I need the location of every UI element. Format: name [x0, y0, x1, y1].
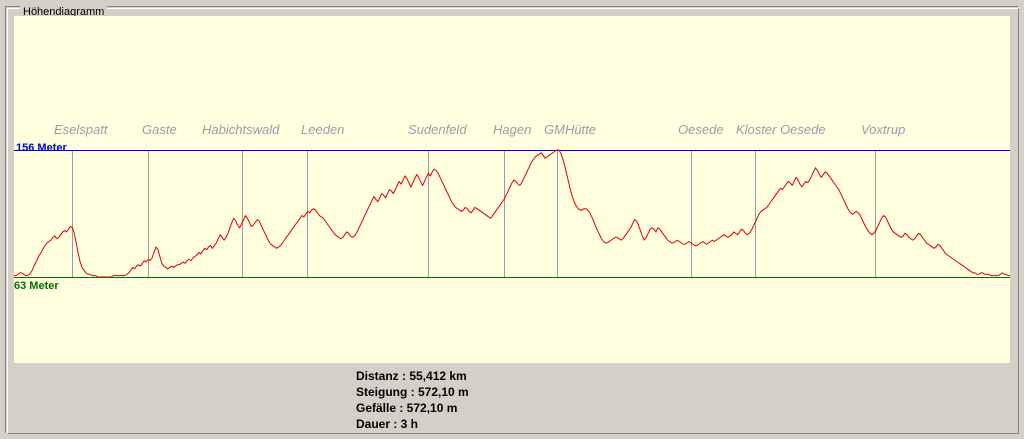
station-label-6: GMHütte [544, 122, 597, 137]
station-label-1: Gaste [142, 122, 177, 137]
route-statistics: Distanz : 55,412 km Steigung : 572,10 m … [356, 368, 469, 432]
elevation-profile-chart [14, 149, 1010, 278]
station-label-9: Voxtrup [861, 122, 906, 137]
groupbox-title: Höhendiagramm [20, 6, 108, 19]
stat-dauer: Dauer : 3 h [356, 417, 419, 431]
stat-distanz: Distanz : 55,412 km [356, 369, 467, 383]
stat-gefaelle: Gefälle : 572,10 m [356, 401, 458, 415]
chart-gridlines [72, 150, 876, 277]
max-elevation-label: 156 Meter [16, 142, 67, 154]
station-label-0: Eselspatt [54, 122, 108, 137]
station-label-7: Oesede [678, 122, 724, 137]
elevation-chart-panel: 156 Meter 63 Meter Eselspatt Gaste Habicht… [14, 16, 1010, 363]
station-label-2: Habichtswald [202, 122, 280, 137]
station-label-3: Leeden [301, 122, 345, 137]
station-label-5: Hagen [493, 122, 532, 137]
station-label-4: Sudenfeld [408, 122, 467, 137]
elevation-profile-line [14, 149, 1010, 278]
stat-steigung: Steigung : 572,10 m [356, 385, 469, 399]
min-elevation-label: 63 Meter [14, 280, 59, 292]
station-label-8: Kloster Oesede [736, 122, 826, 137]
